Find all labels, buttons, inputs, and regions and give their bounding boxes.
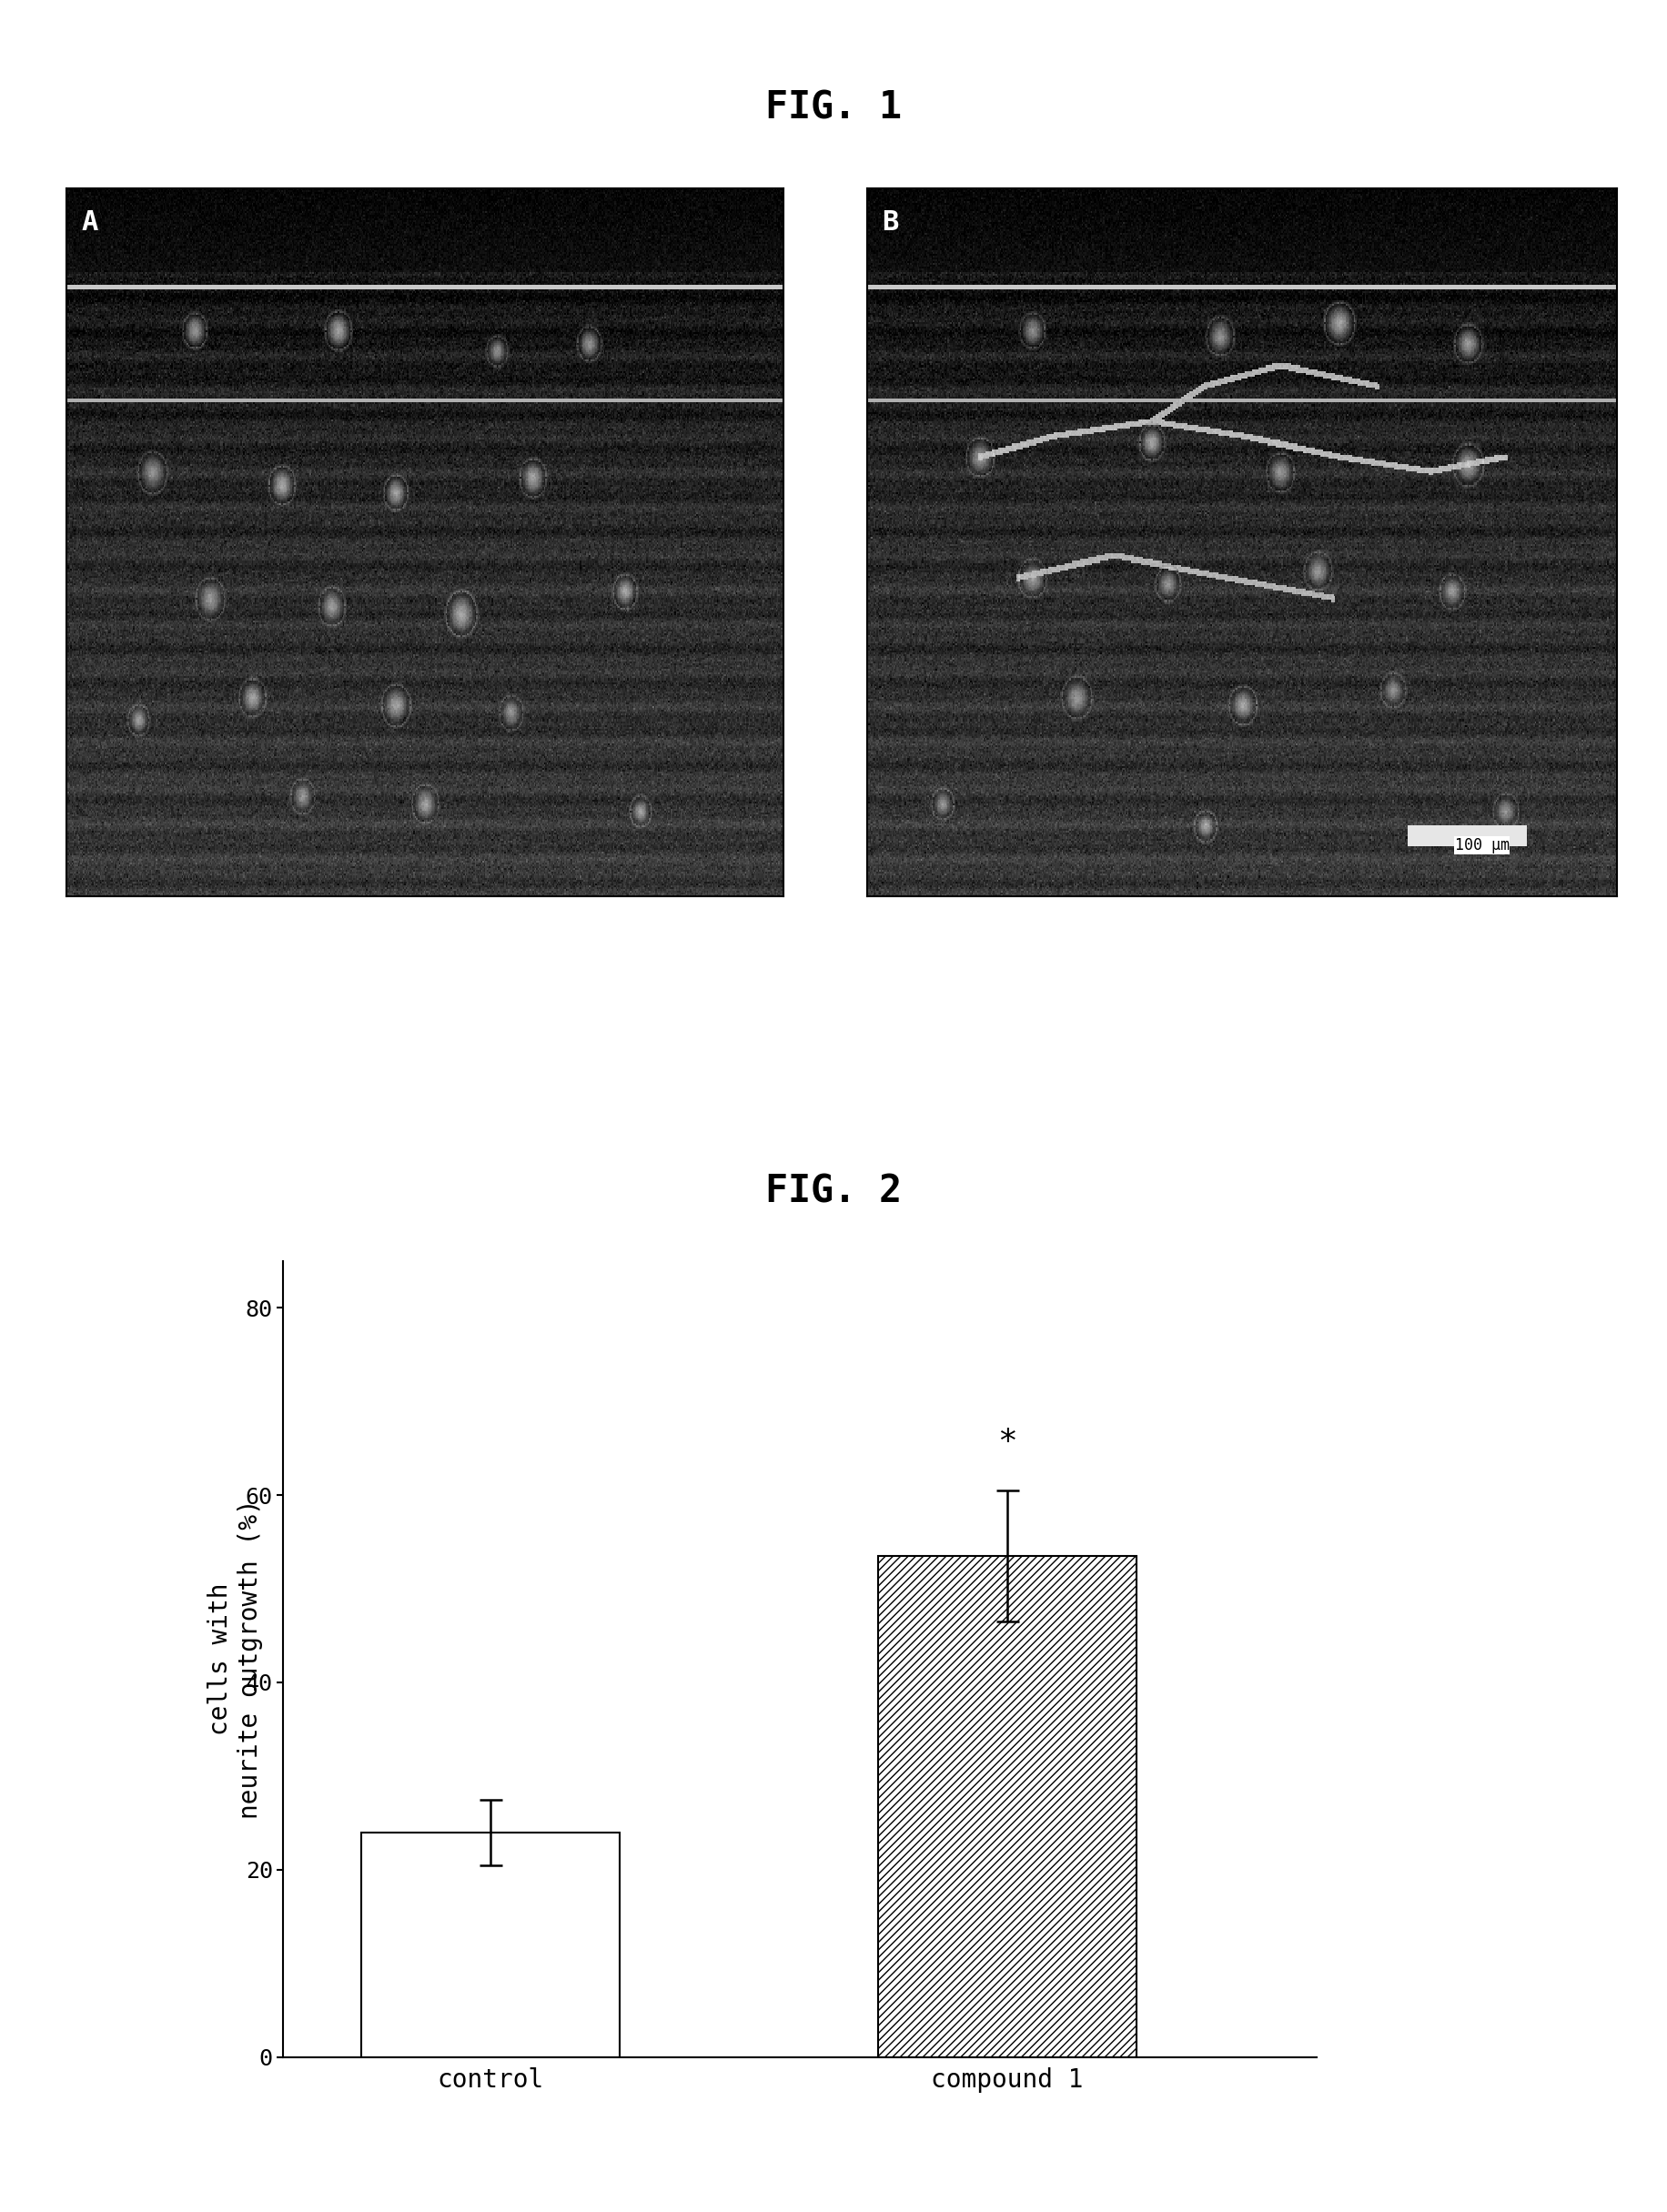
Bar [877,1555,1137,2057]
Text: 100 μm: 100 μm [1455,836,1509,854]
Y-axis label: cells with
neurite outgrowth (%): cells with neurite outgrowth (%) [208,1500,263,1818]
Text: FIG. 2: FIG. 2 [765,1172,902,1210]
Text: FIG. 1: FIG. 1 [765,88,902,126]
Bar [360,1832,618,2057]
Text: *: * [997,1427,1017,1458]
Text: B: B [882,210,899,237]
Text: A: A [82,210,98,237]
